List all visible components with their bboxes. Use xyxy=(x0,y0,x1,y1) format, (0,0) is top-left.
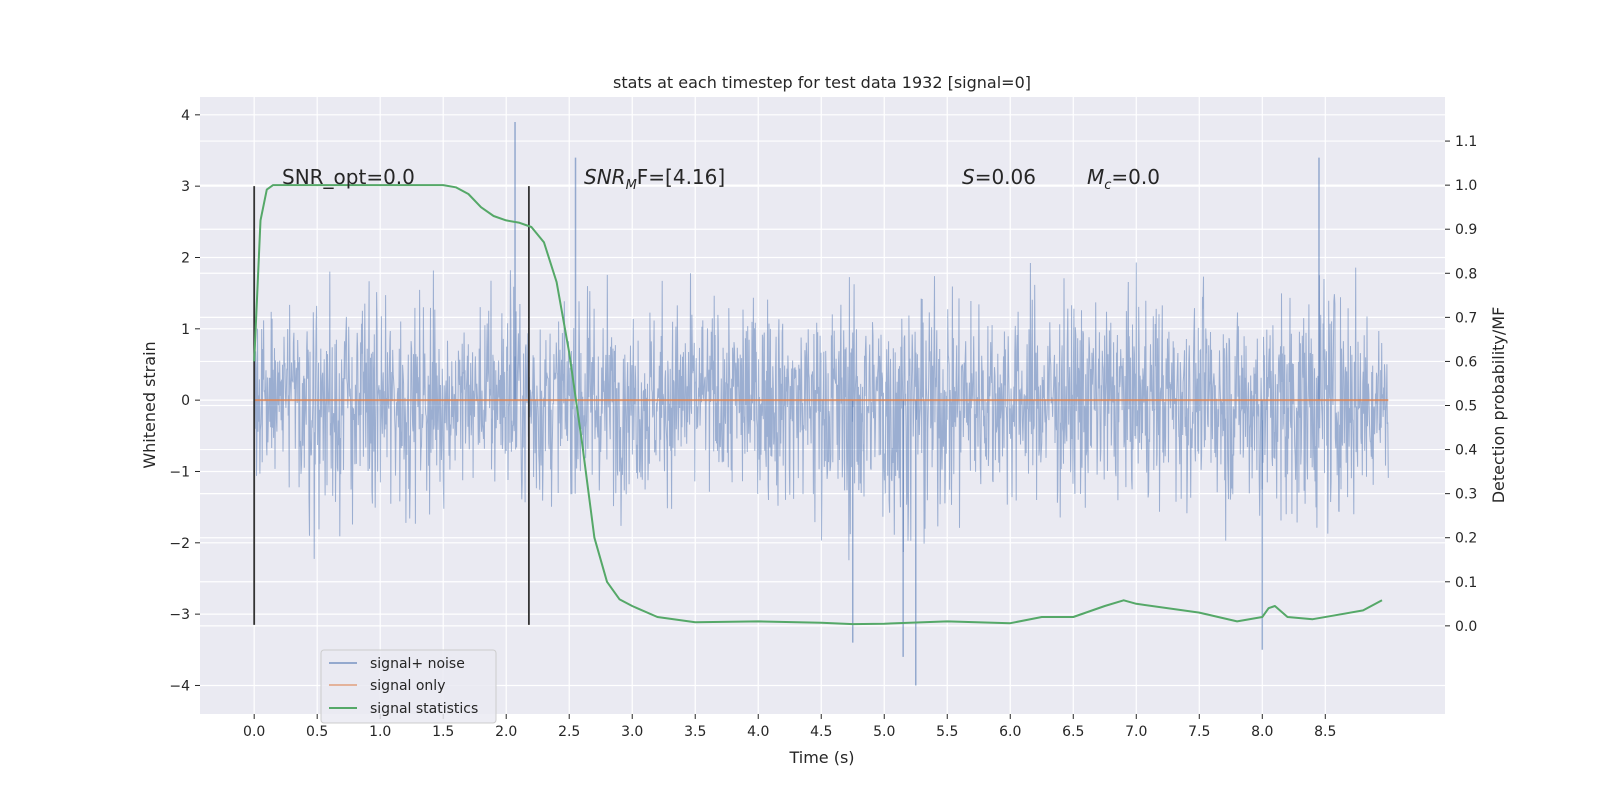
annotation-mc-base: M xyxy=(1087,165,1104,189)
chart-title: stats at each timestep for test data 193… xyxy=(613,73,1031,92)
annotation-snr-mf: SNRMF=[4.16] xyxy=(584,165,725,193)
y-tick-label-0: 4 xyxy=(181,108,190,124)
y2-tick-label-0: 1.1 xyxy=(1455,134,1477,150)
annotation-snr-mf-tail: F=[4.16] xyxy=(637,165,725,189)
y-tick-label-3: 1 xyxy=(181,322,190,338)
annotation-mc-sub: c xyxy=(1104,178,1111,193)
y2-tick-label-8: 0.3 xyxy=(1455,487,1477,503)
y-tick-label-2: 2 xyxy=(181,250,190,266)
y2-axis-ticks: 1.1 1.0 0.9 0.8 0.7 0.6 0.5 0.4 0.3 0.2 0.1 0.0 xyxy=(1445,134,1477,635)
y-axis-ticks: 4 3 2 1 0 −1 −2 −3 −4 xyxy=(169,108,200,694)
y-tick-label-4: 0 xyxy=(181,393,190,409)
noise-trace xyxy=(253,262,1389,561)
annotation-s-value: =0.06 xyxy=(975,165,1036,189)
legend-label-signal-statistics: signal statistics xyxy=(370,701,478,717)
x-tick-label-17: 8.5 xyxy=(1314,724,1336,740)
legend-label-signal-only: signal only xyxy=(370,678,445,694)
y2-tick-label-5: 0.6 xyxy=(1455,354,1477,370)
x-tick-label-15: 7.5 xyxy=(1188,724,1210,740)
y2-tick-label-6: 0.5 xyxy=(1455,399,1477,415)
y2-tick-label-7: 0.4 xyxy=(1455,443,1477,459)
y-tick-label-5: −1 xyxy=(169,464,190,480)
y-tick-label-1: 3 xyxy=(181,179,190,195)
x-tick-label-10: 5.0 xyxy=(873,724,895,740)
y-tick-label-8: −4 xyxy=(169,678,190,694)
annotation-s: S=0.06 xyxy=(962,165,1036,189)
y2-tick-label-9: 0.2 xyxy=(1455,531,1477,547)
y-axis-label: Whitened strain xyxy=(140,341,159,468)
y2-tick-label-2: 0.9 xyxy=(1455,222,1477,238)
y2-axis-label: Detection probability/MF xyxy=(1489,307,1508,504)
annotation-mc-value: =0.0 xyxy=(1111,165,1160,189)
x-tick-label-13: 6.5 xyxy=(1062,724,1084,740)
x-tick-label-0: 0.0 xyxy=(243,724,265,740)
x-tick-label-4: 2.0 xyxy=(495,724,517,740)
legend-box xyxy=(320,649,497,724)
y2-tick-label-1: 1.0 xyxy=(1455,178,1477,194)
x-tick-label-5: 2.5 xyxy=(558,724,580,740)
y2-tick-label-4: 0.7 xyxy=(1455,310,1477,326)
x-tick-label-3: 1.5 xyxy=(432,724,454,740)
annotation-snr-mf-base: SNR xyxy=(584,165,626,189)
x-tick-label-9: 4.5 xyxy=(810,724,832,740)
legend: signal+ noise signal only signal statist… xyxy=(320,649,497,724)
annotation-snr-opt: SNR_opt=0.0 xyxy=(282,165,415,189)
y2-tick-label-3: 0.8 xyxy=(1455,266,1477,282)
series-signal-plus-noise xyxy=(253,121,1389,686)
annotation-s-base: S xyxy=(962,165,975,189)
x-tick-label-7: 3.5 xyxy=(684,724,706,740)
x-tick-label-11: 5.5 xyxy=(936,724,958,740)
annotation-mc: Mc=0.0 xyxy=(1087,165,1160,193)
vertical-markers xyxy=(253,186,530,625)
x-tick-label-6: 3.0 xyxy=(621,724,643,740)
x-tick-label-12: 6.0 xyxy=(999,724,1021,740)
y-tick-label-6: −2 xyxy=(169,536,190,552)
annotation-snr-mf-sub: M xyxy=(626,178,637,193)
y-tick-label-7: −3 xyxy=(169,607,190,623)
legend-label-signal-plus-noise: signal+ noise xyxy=(370,656,465,672)
x-tick-label-8: 4.0 xyxy=(747,724,769,740)
x-tick-label-2: 1.0 xyxy=(369,724,391,740)
x-tick-label-16: 8.0 xyxy=(1251,724,1273,740)
x-axis-ticks: 0.0 0.5 1.0 1.5 2.0 2.5 3.0 3.5 4.0 4.5 5.0 5.5 6.0 6… xyxy=(243,714,1336,740)
x-tick-label-1: 0.5 xyxy=(306,724,328,740)
signal-statistics-line xyxy=(253,184,1383,626)
x-tick-label-14: 7.0 xyxy=(1125,724,1147,740)
x-axis-label: Time (s) xyxy=(788,748,854,767)
y2-tick-label-10: 0.1 xyxy=(1455,575,1477,591)
y2-tick-label-11: 0.0 xyxy=(1455,619,1477,635)
series-signal-statistics xyxy=(253,184,1383,626)
